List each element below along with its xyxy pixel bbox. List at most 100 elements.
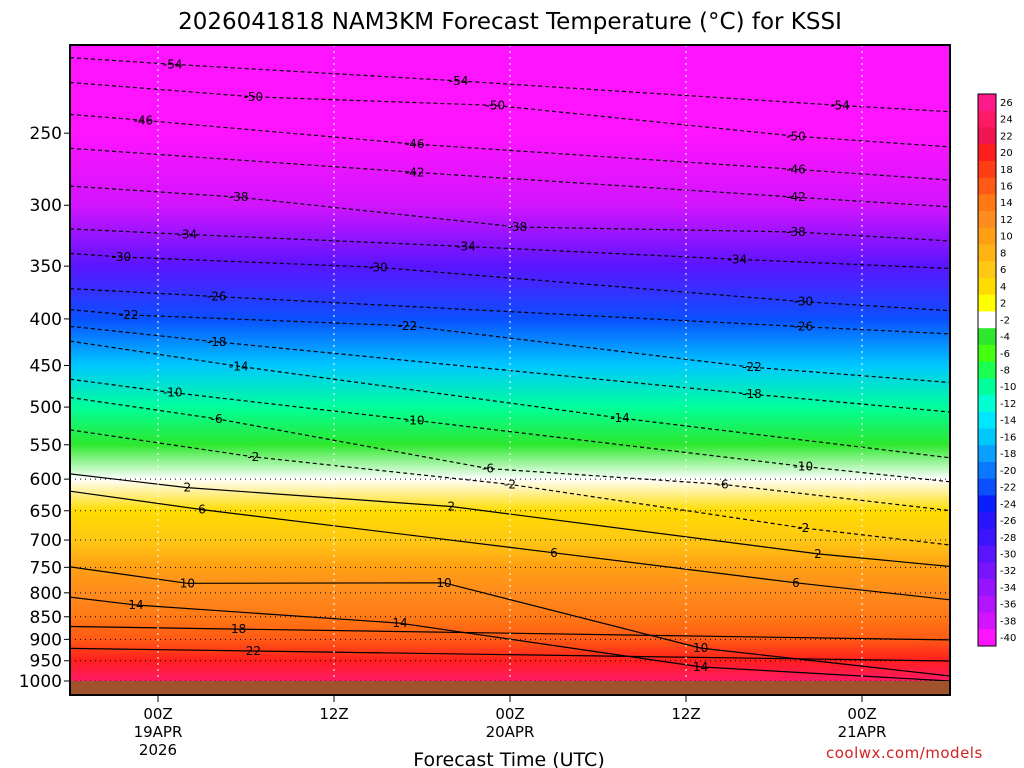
contour-label: -34 — [456, 239, 476, 253]
y-tick-label: 400 — [30, 310, 62, 330]
colorbar-tick-label: 12 — [1000, 215, 1013, 226]
plot-area: -54 -54 -54 -50 -50 -50 -46 -46 -46 -42 -42 -38 -38 -… — [70, 45, 950, 695]
contour-label: -34 — [178, 227, 198, 241]
contour-label: -54 — [163, 57, 183, 71]
colorbar-swatch — [978, 127, 996, 145]
contour-label: -54 — [830, 98, 850, 112]
contour-label: -10 — [163, 386, 183, 400]
x-tick-label: 12Z — [671, 705, 700, 723]
contour-line — [70, 228, 950, 270]
colorbar-tick-label: 14 — [1000, 198, 1013, 209]
contour-label: -10 — [405, 413, 425, 427]
contour-label: -50 — [786, 129, 806, 143]
colorbar-swatch — [978, 562, 996, 580]
colorbar-swatch — [978, 110, 996, 128]
colorbar-tick-label: -38 — [1000, 616, 1016, 627]
contour-line — [70, 647, 950, 662]
contour-label: -34 — [728, 252, 748, 266]
y-tick-label: 950 — [30, 652, 62, 672]
colorbar-swatch — [978, 528, 996, 547]
contour-line — [70, 340, 950, 459]
y-tick-label: 450 — [30, 356, 62, 376]
contour-label: -54 — [449, 74, 469, 88]
colorbar-tick-label: -4 — [1000, 332, 1010, 343]
colorbar-swatch — [978, 244, 996, 262]
colorbar-swatch — [978, 478, 996, 496]
colorbar-tick-label: -40 — [1000, 633, 1016, 644]
contour-label: -18 — [207, 335, 227, 349]
colorbar-swatch — [978, 328, 996, 346]
colorbar-swatch — [978, 545, 996, 563]
colorbar-swatch — [978, 311, 996, 329]
colorbar-tick-label: -10 — [1000, 382, 1016, 393]
colorbar-tick-label: -20 — [1000, 466, 1016, 477]
contour-line — [70, 473, 950, 568]
colorbar-tick-label: 18 — [1000, 165, 1013, 176]
colorbar-tick-label: -36 — [1000, 600, 1016, 611]
contour-label: 14 — [128, 598, 143, 612]
colorbar-tick-label: -2 — [1000, 315, 1010, 326]
contour-label: -46 — [134, 113, 154, 127]
colorbar-swatch — [978, 512, 996, 530]
contour-line — [70, 185, 950, 242]
contour-label: -2 — [504, 477, 516, 491]
contour-label: -22 — [742, 360, 762, 374]
y-tick-label: 500 — [30, 398, 62, 418]
contour-label: -46 — [786, 162, 806, 176]
contour-label: 10 — [180, 576, 195, 590]
colorbar-swatch — [978, 612, 996, 630]
contour-label: -38 — [229, 190, 249, 204]
x-tick-label: 2026 — [139, 741, 177, 759]
colorbar-swatch — [978, 595, 996, 613]
y-tick-label: 650 — [30, 502, 62, 522]
y-tick-label: 900 — [30, 630, 62, 650]
colorbar-tick-label: 20 — [1000, 148, 1013, 159]
colorbar-tick-label: -24 — [1000, 499, 1016, 510]
contour-line — [70, 309, 950, 384]
y-tick-label: 250 — [30, 124, 62, 144]
colorbar: 26 24 22 20 18 16 14 12 10 8 6 4 2 -2 -4 -6 -8 -10 -12 -14 -… — [977, 93, 1016, 647]
contour-label: -30 — [368, 260, 388, 274]
y-tick-label: 700 — [30, 531, 62, 551]
contour-label: 2 — [814, 547, 822, 561]
colorbar-swatch — [978, 261, 996, 279]
colorbar-tick-label: -14 — [1000, 416, 1016, 427]
contour-label: -2 — [797, 521, 809, 535]
colorbar-swatch — [978, 495, 996, 513]
contour-label: -30 — [112, 250, 132, 264]
contour-label: -26 — [794, 320, 814, 334]
contour-label: -14 — [229, 359, 249, 373]
contour-label: 14 — [693, 660, 708, 674]
contour-label: -42 — [405, 165, 425, 179]
colorbar-swatch — [978, 160, 996, 179]
credit-text: coolwx.com/models — [826, 744, 983, 762]
colorbar-tick-label: 24 — [1000, 115, 1013, 126]
contour-label: -6 — [482, 461, 494, 475]
contour-label: -6 — [211, 412, 223, 426]
contour-line — [70, 378, 950, 483]
colorbar-swatch — [978, 395, 996, 413]
colorbar-swatch — [978, 462, 996, 480]
colorbar-swatch — [978, 227, 996, 245]
chart-title: 2026041818 NAM3KM Forecast Temperature (… — [178, 9, 842, 35]
contour-label: -42 — [786, 190, 806, 204]
colorbar-swatch — [978, 579, 996, 597]
contour-label: 22 — [246, 644, 261, 658]
x-tick-label: 20APR — [486, 723, 535, 741]
colorbar-tick-label: -26 — [1000, 516, 1016, 527]
colorbar-tick-label: 6 — [1000, 265, 1006, 276]
y-tick-label: 1000 — [19, 672, 62, 692]
colorbar-tick-label: 10 — [1000, 232, 1013, 243]
colorbar-tick-label: -32 — [1000, 566, 1016, 577]
x-tick-label: 12Z — [319, 705, 348, 723]
contour-label: -6 — [717, 477, 729, 491]
colorbar-swatch — [978, 194, 996, 212]
colorbar-tick-label: 2 — [1000, 299, 1006, 310]
x-tick-label: 21APR — [838, 723, 887, 741]
contour-label: -14 — [610, 411, 630, 425]
colorbar-tick-label: 26 — [1000, 98, 1013, 109]
x-tick-label: 00Z — [143, 705, 172, 723]
y-tick-label: 350 — [30, 257, 62, 277]
contour-line — [70, 81, 950, 148]
